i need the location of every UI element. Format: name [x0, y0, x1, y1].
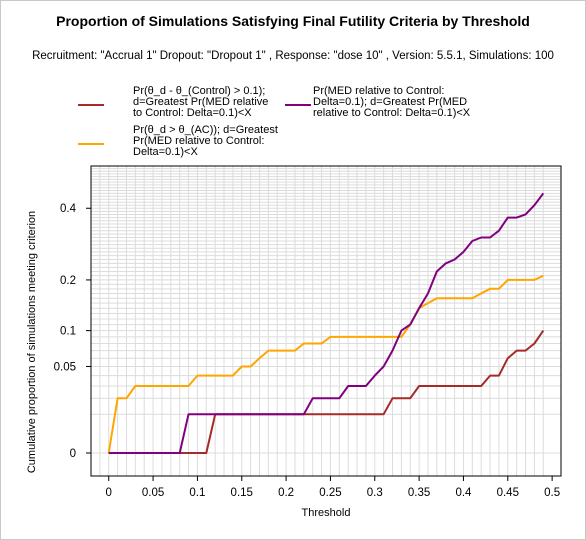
y-axis-label: Cumulative proportion of simulations mee… — [26, 211, 38, 473]
x-tick-label: 0.1 — [189, 487, 205, 499]
x-tick-label: 0.25 — [319, 487, 341, 499]
y-tick-label: 0.05 — [54, 361, 76, 373]
chart-title: Proportion of Simulations Satisfying Fin… — [56, 13, 530, 29]
legend-label-2: Pr(MED relative to Control: — [133, 135, 264, 147]
legend-label-1: Pr(θ_d - θ_(Control) > 0.1); — [133, 85, 265, 97]
legend-label-3: Pr(MED relative to Control: — [313, 85, 444, 97]
plot-border — [90, 165, 562, 477]
x-tick-label: 0.45 — [497, 487, 519, 499]
x-tick-label: 0 — [106, 487, 112, 499]
series-line-1 — [108, 330, 545, 454]
x-tick-label: 0.2 — [278, 487, 294, 499]
legend-label-1: d=Greatest Pr(MED relative — [133, 96, 268, 108]
y-tick-label: 0 — [70, 448, 76, 460]
series-line-3 — [108, 192, 545, 454]
x-tick-label: 0.35 — [408, 487, 430, 499]
legend-label-2: Pr(θ_d > θ_(AC)); d=Greatest — [133, 124, 278, 136]
chart-subtitle: Recruitment: "Accrual 1" Dropout: "Dropo… — [32, 50, 554, 62]
x-tick-label: 0.5 — [544, 487, 560, 499]
y-tick-label: 0.1 — [60, 326, 76, 338]
x-tick-label: 0.15 — [231, 487, 253, 499]
legend-label-3: relative to Control: Delta=0.1)<X — [313, 107, 471, 119]
x-tick-label: 0.3 — [367, 487, 383, 499]
x-tick-label: 0.05 — [142, 487, 164, 499]
legend-label-1: to Control: Delta=0.1)<X — [133, 107, 252, 119]
x-axis-label: Threshold — [302, 507, 351, 519]
x-tick-label: 0.4 — [455, 487, 472, 499]
y-tick-label: 0.2 — [60, 275, 76, 287]
legend-label-2: Delta=0.1)<X — [133, 146, 198, 158]
legend-label-3: Delta=0.1); d=Greatest Pr(MED — [313, 96, 467, 108]
y-tick-label: 0.4 — [60, 203, 77, 215]
series-line-2 — [107, 274, 544, 454]
